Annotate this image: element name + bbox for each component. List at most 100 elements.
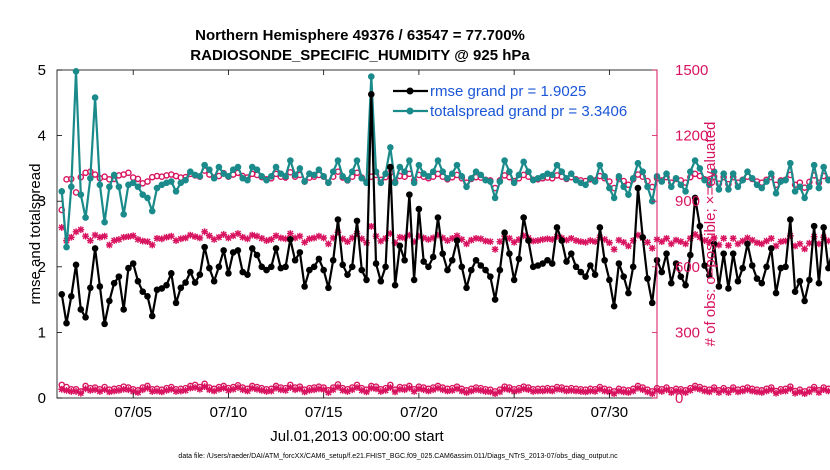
obs-evaluated-point [677, 388, 685, 395]
totalspread-point [258, 172, 266, 180]
rmse-point [301, 283, 308, 290]
obs-evaluated-point [534, 387, 542, 395]
obs-evaluated-point [458, 236, 466, 243]
obs-evaluated-point [510, 238, 518, 246]
rmse-point [144, 293, 151, 300]
obs-evaluated-point [301, 388, 309, 396]
obs-evaluated-point [486, 238, 494, 246]
obs-evaluated-point [191, 384, 199, 391]
obs-evaluated-point [705, 388, 713, 396]
obs-evaluated-point [220, 231, 228, 238]
plot-area: 07/05 07/10 07/15 07/20 07/25 07/30 0 1 2 3 4 5 0 300… [38, 62, 830, 421]
totalspread-point [639, 168, 647, 175]
rmse-point [682, 281, 689, 289]
obs-evaluated-point [277, 234, 285, 242]
rmse-point [701, 262, 708, 269]
totalspread-point [615, 172, 623, 180]
totalspread-point [234, 163, 242, 171]
rmse-point [187, 268, 194, 276]
obs-evaluated-point [105, 388, 113, 396]
rmse-point [667, 279, 675, 287]
obs-evaluated-point [591, 388, 599, 395]
obs-evaluated-point [534, 237, 542, 244]
totalspread-point [434, 157, 442, 164]
obs-evaluated-point [120, 385, 128, 393]
obs-evaluated-point [229, 232, 237, 240]
obs-evaluated-point [463, 240, 470, 248]
obs-evaluated-point [110, 237, 118, 244]
totalspread-point [120, 211, 127, 218]
totalspread-point [387, 144, 394, 151]
obs-evaluated-point [272, 384, 280, 392]
obs-evaluated-point [105, 241, 113, 249]
y2-tick-label: 600 [675, 259, 700, 276]
obs-evaluated-point [367, 222, 375, 230]
rmse-point [629, 263, 637, 271]
obs-evaluated-point [553, 233, 561, 241]
totalspread-point [634, 159, 642, 167]
obs-evaluated-point [563, 236, 570, 244]
obs-evaluated-point [320, 234, 328, 242]
obs-evaluated-point [520, 232, 528, 240]
obs-evaluated-point [139, 386, 147, 394]
obs-evaluated-point [101, 386, 109, 394]
totalspread-point [196, 172, 204, 180]
totalspread-point [67, 183, 75, 191]
rmse-point [106, 297, 113, 305]
rmse-point [487, 273, 494, 280]
totalspread-point [625, 191, 632, 198]
obs-evaluated-point [134, 389, 142, 396]
rmse-point [72, 261, 80, 269]
totalspread-point [182, 176, 189, 184]
totalspread-point [315, 166, 323, 174]
totalspread-point [429, 168, 437, 175]
rmse-point [806, 276, 813, 284]
totalspread-point [610, 194, 618, 202]
totalspread-point [725, 186, 732, 193]
obs-evaluated-point [567, 386, 575, 394]
rmse-point [801, 297, 808, 305]
obs-evaluated-point [344, 388, 351, 395]
obs-evaluated-point [525, 386, 532, 394]
obs-evaluated-point [548, 387, 556, 395]
rmse-point [391, 281, 399, 289]
totalspread-point [134, 183, 142, 191]
rmse-point [363, 276, 370, 284]
obs-evaluated-point [244, 235, 251, 243]
totalspread-point [706, 181, 713, 189]
obs-evaluated-point [210, 387, 218, 395]
obs-evaluated-point [96, 388, 104, 395]
rmse-point [796, 277, 804, 285]
totalspread-point [815, 184, 823, 192]
obs-evaluated-point [720, 386, 728, 394]
y-tick-label: 0 [38, 390, 46, 407]
obs-evaluated-point [801, 245, 809, 253]
obs-evaluated-point [663, 234, 670, 242]
obs-evaluated-point [767, 386, 775, 394]
rmse-point [782, 263, 789, 271]
totalspread-point [272, 163, 280, 171]
obs-evaluated-point [701, 237, 709, 244]
rmse-point [729, 250, 737, 257]
obs-evaluated-point [301, 238, 309, 246]
obs-evaluated-point [586, 237, 594, 244]
x-tick-label: 07/05 [114, 404, 152, 421]
rmse-point [591, 271, 599, 278]
rmse-point [267, 263, 275, 271]
rmse-point [496, 266, 504, 274]
obs-evaluated-point [453, 385, 461, 393]
obs-evaluated-point [205, 386, 213, 394]
totalspread-point [129, 179, 137, 187]
rmse-point [572, 263, 580, 271]
obs-evaluated-point [553, 385, 561, 393]
rmse-point [791, 288, 799, 296]
rmse-point [506, 250, 513, 257]
obs-evaluated-point [572, 387, 580, 395]
totalspread-point [606, 184, 613, 192]
totalspread-point [225, 172, 232, 180]
totalspread-point [115, 183, 123, 191]
rmse-point [539, 260, 547, 267]
obs-evaluated-point [382, 386, 389, 394]
obs-evaluated-point [225, 386, 232, 394]
